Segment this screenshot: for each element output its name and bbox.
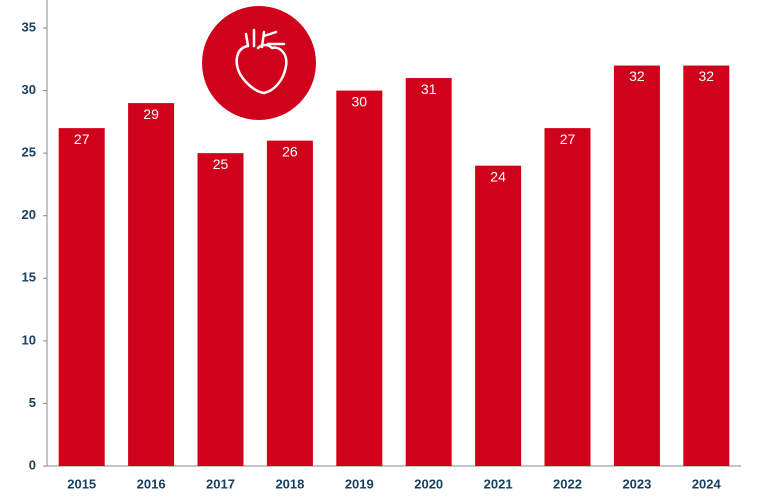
value-label: 30 — [352, 93, 368, 109]
bar — [475, 165, 522, 466]
bar — [266, 140, 313, 466]
x-tick-label: 2018 — [275, 476, 304, 491]
bar — [613, 65, 660, 467]
x-tick-label: 2016 — [137, 476, 166, 491]
bar — [336, 90, 383, 467]
y-tick-label: 5 — [29, 395, 36, 410]
y-tick-label: 0 — [29, 457, 36, 472]
bar — [128, 103, 175, 466]
y-tick-label: 25 — [22, 145, 36, 160]
value-label: 25 — [213, 156, 229, 172]
y-tick-label: 30 — [22, 82, 36, 97]
value-label: 27 — [74, 131, 90, 147]
x-tick-label: 2023 — [622, 476, 651, 491]
value-label: 32 — [699, 68, 715, 84]
value-label: 29 — [143, 106, 159, 122]
value-label: 27 — [560, 131, 576, 147]
x-tick-label: 2020 — [414, 476, 443, 491]
x-tick-label: 2021 — [484, 476, 513, 491]
y-tick-label: 15 — [22, 270, 36, 285]
value-label: 31 — [421, 81, 437, 97]
x-tick-label: 2019 — [345, 476, 374, 491]
value-label: 24 — [490, 168, 506, 184]
bar — [405, 78, 452, 467]
x-tick-label: 2024 — [692, 476, 722, 491]
x-tick-label: 2015 — [67, 476, 96, 491]
x-tick-label: 2017 — [206, 476, 235, 491]
bar — [197, 153, 244, 466]
bar — [544, 128, 591, 466]
bar — [683, 65, 730, 467]
y-tick-label: 35 — [22, 19, 36, 34]
value-label: 32 — [629, 68, 645, 84]
bar — [58, 128, 105, 466]
x-tick-label: 2022 — [553, 476, 582, 491]
heart-icon — [202, 6, 316, 120]
value-label: 26 — [282, 143, 298, 159]
y-tick-label: 20 — [22, 207, 36, 222]
y-tick-label: 10 — [22, 332, 36, 347]
